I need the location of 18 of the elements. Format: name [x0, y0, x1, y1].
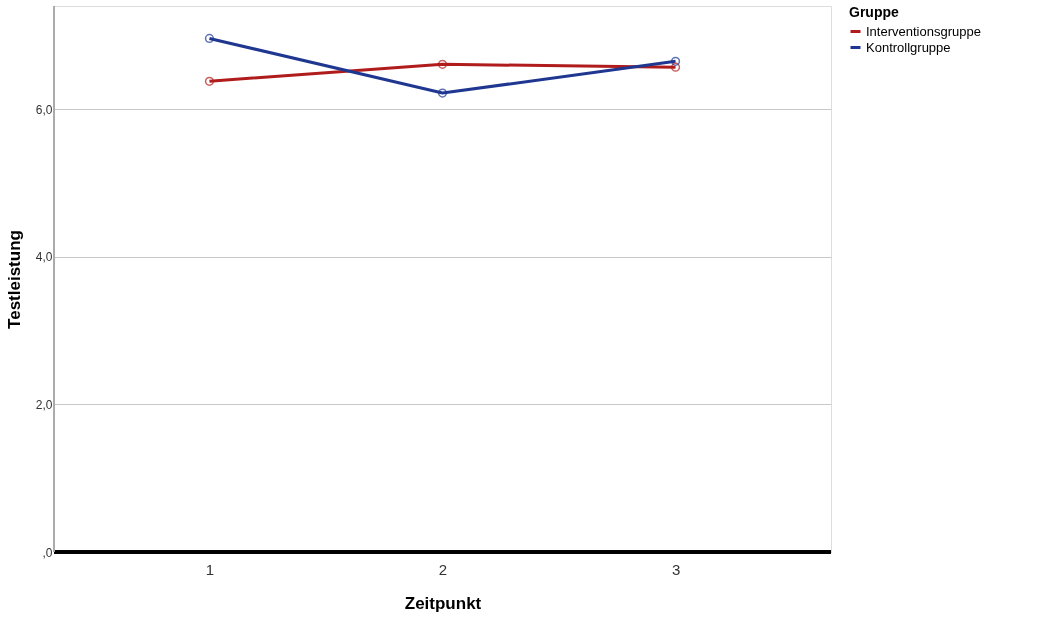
y-tick-label: 2,0	[35, 397, 53, 412]
legend-label: Interventionsgruppe	[866, 23, 981, 39]
point	[670, 62, 681, 72]
x-tick-label: 3	[671, 560, 681, 578]
y-tick-label: 6,0	[35, 102, 53, 117]
legend-label: Kontrollgruppe	[866, 39, 951, 55]
point	[437, 88, 448, 98]
x-tick-label: 1	[205, 560, 215, 578]
point	[204, 33, 215, 44]
legend-title: Gruppe	[849, 4, 899, 20]
x-tick-label: 2	[438, 560, 448, 578]
x-axis-title: Zeitpunkt	[404, 593, 482, 613]
y-tick-label: ,0	[42, 545, 53, 560]
y-axis-title: Testleistung	[4, 230, 24, 329]
y-tick-label: 4,0	[35, 250, 53, 265]
point	[437, 59, 448, 69]
point	[204, 76, 215, 86]
point	[670, 56, 681, 66]
